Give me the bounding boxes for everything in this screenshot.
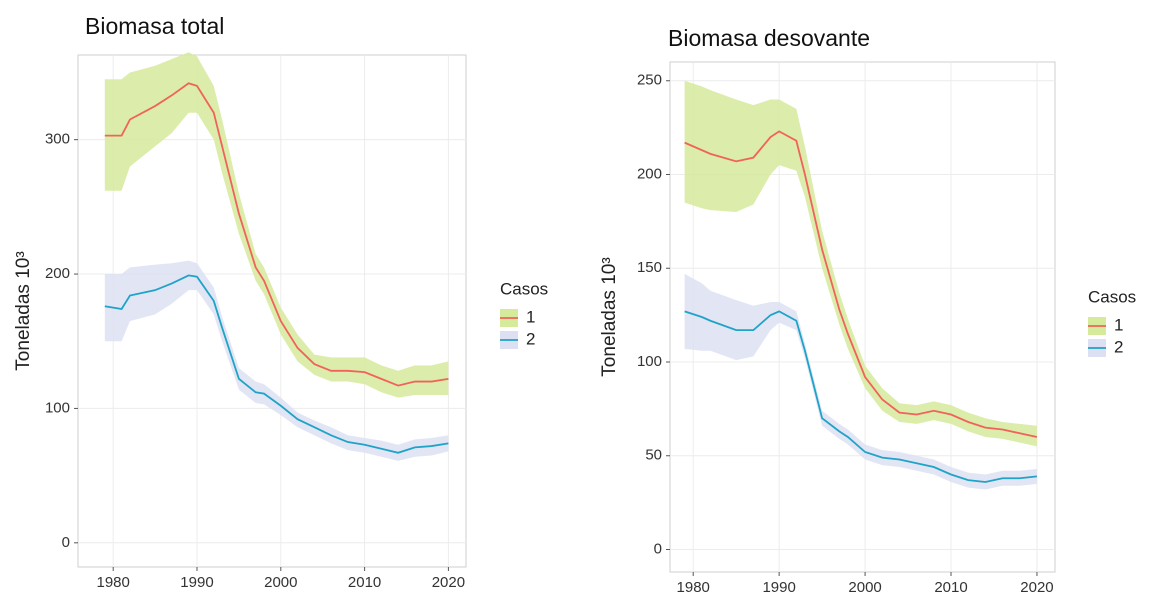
y-tick-label: 100 xyxy=(45,399,70,416)
legend-title: Casos xyxy=(500,279,548,298)
series-line xyxy=(104,82,449,387)
series-line xyxy=(684,130,1038,438)
x-tick-label: 1990 xyxy=(180,574,213,591)
y-tick-label: 300 xyxy=(45,131,70,148)
y-tick-label: 200 xyxy=(45,265,70,282)
y-tick-label: 100 xyxy=(637,353,662,370)
y-tick-label: 50 xyxy=(645,447,662,464)
x-tick-label: 2000 xyxy=(264,574,297,591)
x-tick-label: 1990 xyxy=(762,579,795,596)
legend-title: Casos xyxy=(1088,287,1136,306)
x-tick-label: 2020 xyxy=(432,574,465,591)
x-tick-label: 2010 xyxy=(348,574,381,591)
x-tick-label: 1980 xyxy=(677,579,710,596)
confidence-band xyxy=(684,80,1037,447)
confidence-band xyxy=(684,273,1037,490)
y-tick-label: 0 xyxy=(654,540,662,557)
series-line xyxy=(684,310,1038,483)
y-tick-label: 0 xyxy=(62,534,70,551)
x-tick-label: 1980 xyxy=(97,574,130,591)
chart-title: Biomasa desovante xyxy=(668,25,870,51)
y-axis-label: Toneladas 10³ xyxy=(13,251,34,370)
y-tick-label: 150 xyxy=(637,259,662,276)
y-tick-label: 200 xyxy=(637,165,662,182)
chart-title: Biomasa total xyxy=(85,13,224,39)
legend-label: 2 xyxy=(526,329,535,348)
y-axis-label: Toneladas 10³ xyxy=(599,257,620,376)
legend-label: 1 xyxy=(1114,315,1123,334)
x-tick-label: 2020 xyxy=(1020,579,1053,596)
series-line xyxy=(104,274,449,454)
legend-label: 2 xyxy=(1114,337,1123,356)
legend-label: 1 xyxy=(526,307,535,326)
y-tick-label: 250 xyxy=(637,72,662,89)
confidence-band xyxy=(104,52,449,398)
x-tick-label: 2000 xyxy=(848,579,881,596)
x-tick-label: 2010 xyxy=(934,579,967,596)
confidence-band xyxy=(104,260,449,461)
